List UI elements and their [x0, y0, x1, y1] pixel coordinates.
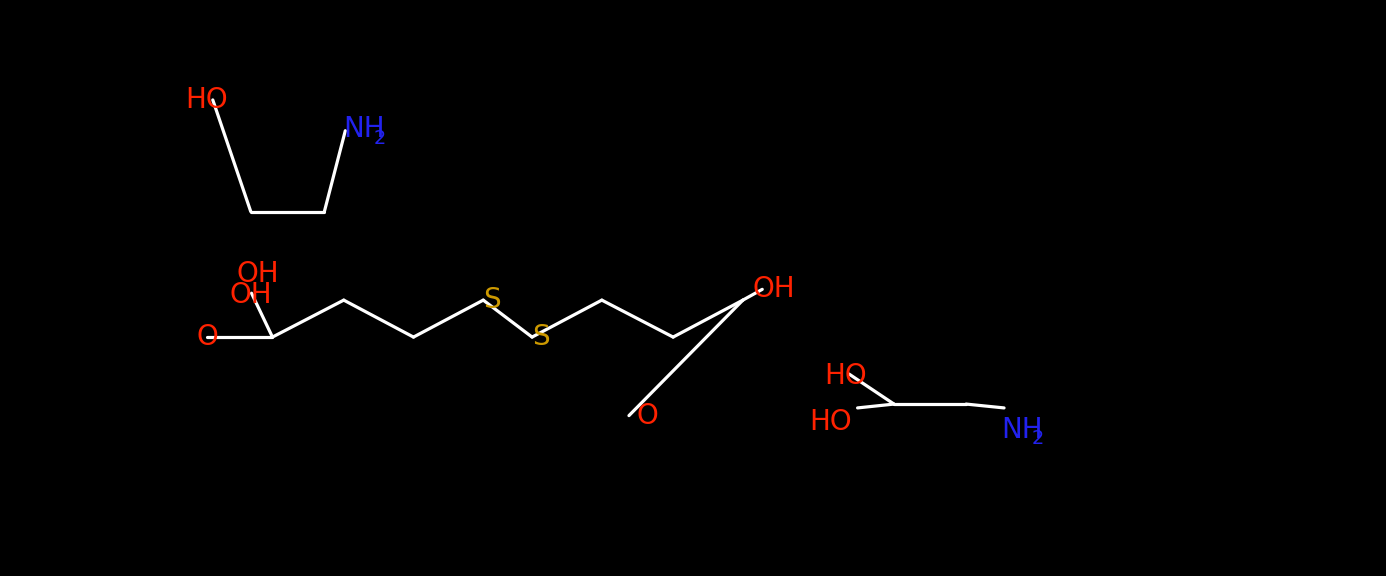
Text: OH: OH — [230, 281, 273, 309]
Text: HO: HO — [825, 362, 866, 390]
Text: 2: 2 — [1033, 430, 1044, 449]
Text: S: S — [532, 323, 550, 351]
Text: OH: OH — [753, 275, 796, 304]
Text: OH: OH — [237, 260, 280, 288]
Text: 2: 2 — [373, 129, 385, 148]
Text: HO: HO — [809, 408, 851, 436]
Text: NH: NH — [1001, 416, 1042, 444]
Text: HO: HO — [184, 86, 227, 114]
Text: O: O — [636, 401, 658, 430]
Text: O: O — [197, 323, 218, 351]
Text: S: S — [484, 286, 500, 314]
Text: NH: NH — [344, 115, 385, 143]
